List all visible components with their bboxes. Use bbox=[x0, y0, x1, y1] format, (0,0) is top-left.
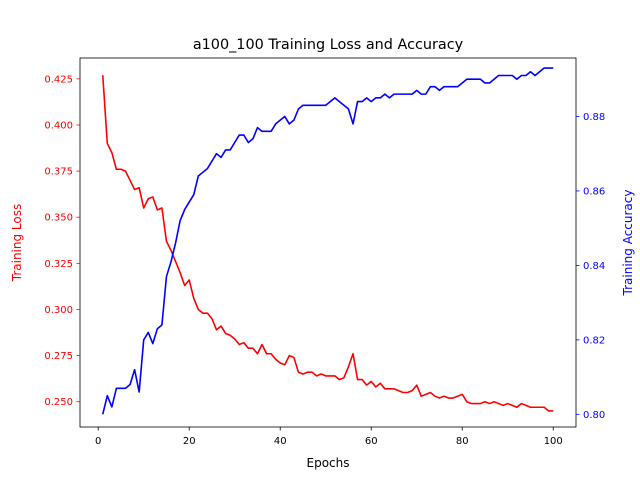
x-tick-label: 40 bbox=[274, 436, 287, 447]
x-tick-label: 20 bbox=[183, 436, 196, 447]
series-training-loss-line bbox=[101, 75, 554, 412]
left-tick-label: 0.325 bbox=[44, 259, 73, 270]
right-tick-label: 0.86 bbox=[583, 186, 605, 197]
right-tick-label: 0.82 bbox=[583, 335, 605, 346]
x-axis-label: Epochs bbox=[307, 456, 350, 470]
left-tick-label: 0.375 bbox=[44, 167, 73, 178]
series-training-accuracy-line bbox=[101, 67, 554, 415]
left-tick-label: 0.275 bbox=[44, 351, 73, 362]
right-tick-label: 0.80 bbox=[583, 410, 605, 421]
x-tick-label: 80 bbox=[456, 436, 469, 447]
x-tick-label: 60 bbox=[365, 436, 378, 447]
right-axis-label: Training Accuracy bbox=[621, 190, 635, 297]
left-tick-label: 0.350 bbox=[44, 213, 73, 224]
right-axis-ticks: 0.80 0.82 0.84 0.86 0.88 bbox=[576, 112, 605, 421]
left-axis-ticks: 0.250 0.275 0.300 0.325 0.350 0.375 0.400 0.425 bbox=[44, 74, 80, 408]
x-tick-label: 0 bbox=[95, 436, 101, 447]
right-tick-label: 0.88 bbox=[583, 112, 605, 123]
plot-frame bbox=[79, 57, 577, 428]
chart-title: a100_100 Training Loss and Accuracy bbox=[193, 37, 464, 53]
right-tick-label: 0.84 bbox=[583, 261, 605, 272]
left-tick-label: 0.250 bbox=[44, 397, 73, 408]
left-axis-label: Training Loss bbox=[10, 204, 24, 282]
x-axis-ticks: 0 20 40 60 80 100 bbox=[95, 427, 563, 447]
x-tick-label: 100 bbox=[544, 436, 563, 447]
plot-area bbox=[79, 57, 577, 428]
left-tick-label: 0.300 bbox=[44, 305, 73, 316]
left-tick-label: 0.425 bbox=[44, 74, 73, 85]
left-tick-label: 0.400 bbox=[44, 120, 73, 131]
